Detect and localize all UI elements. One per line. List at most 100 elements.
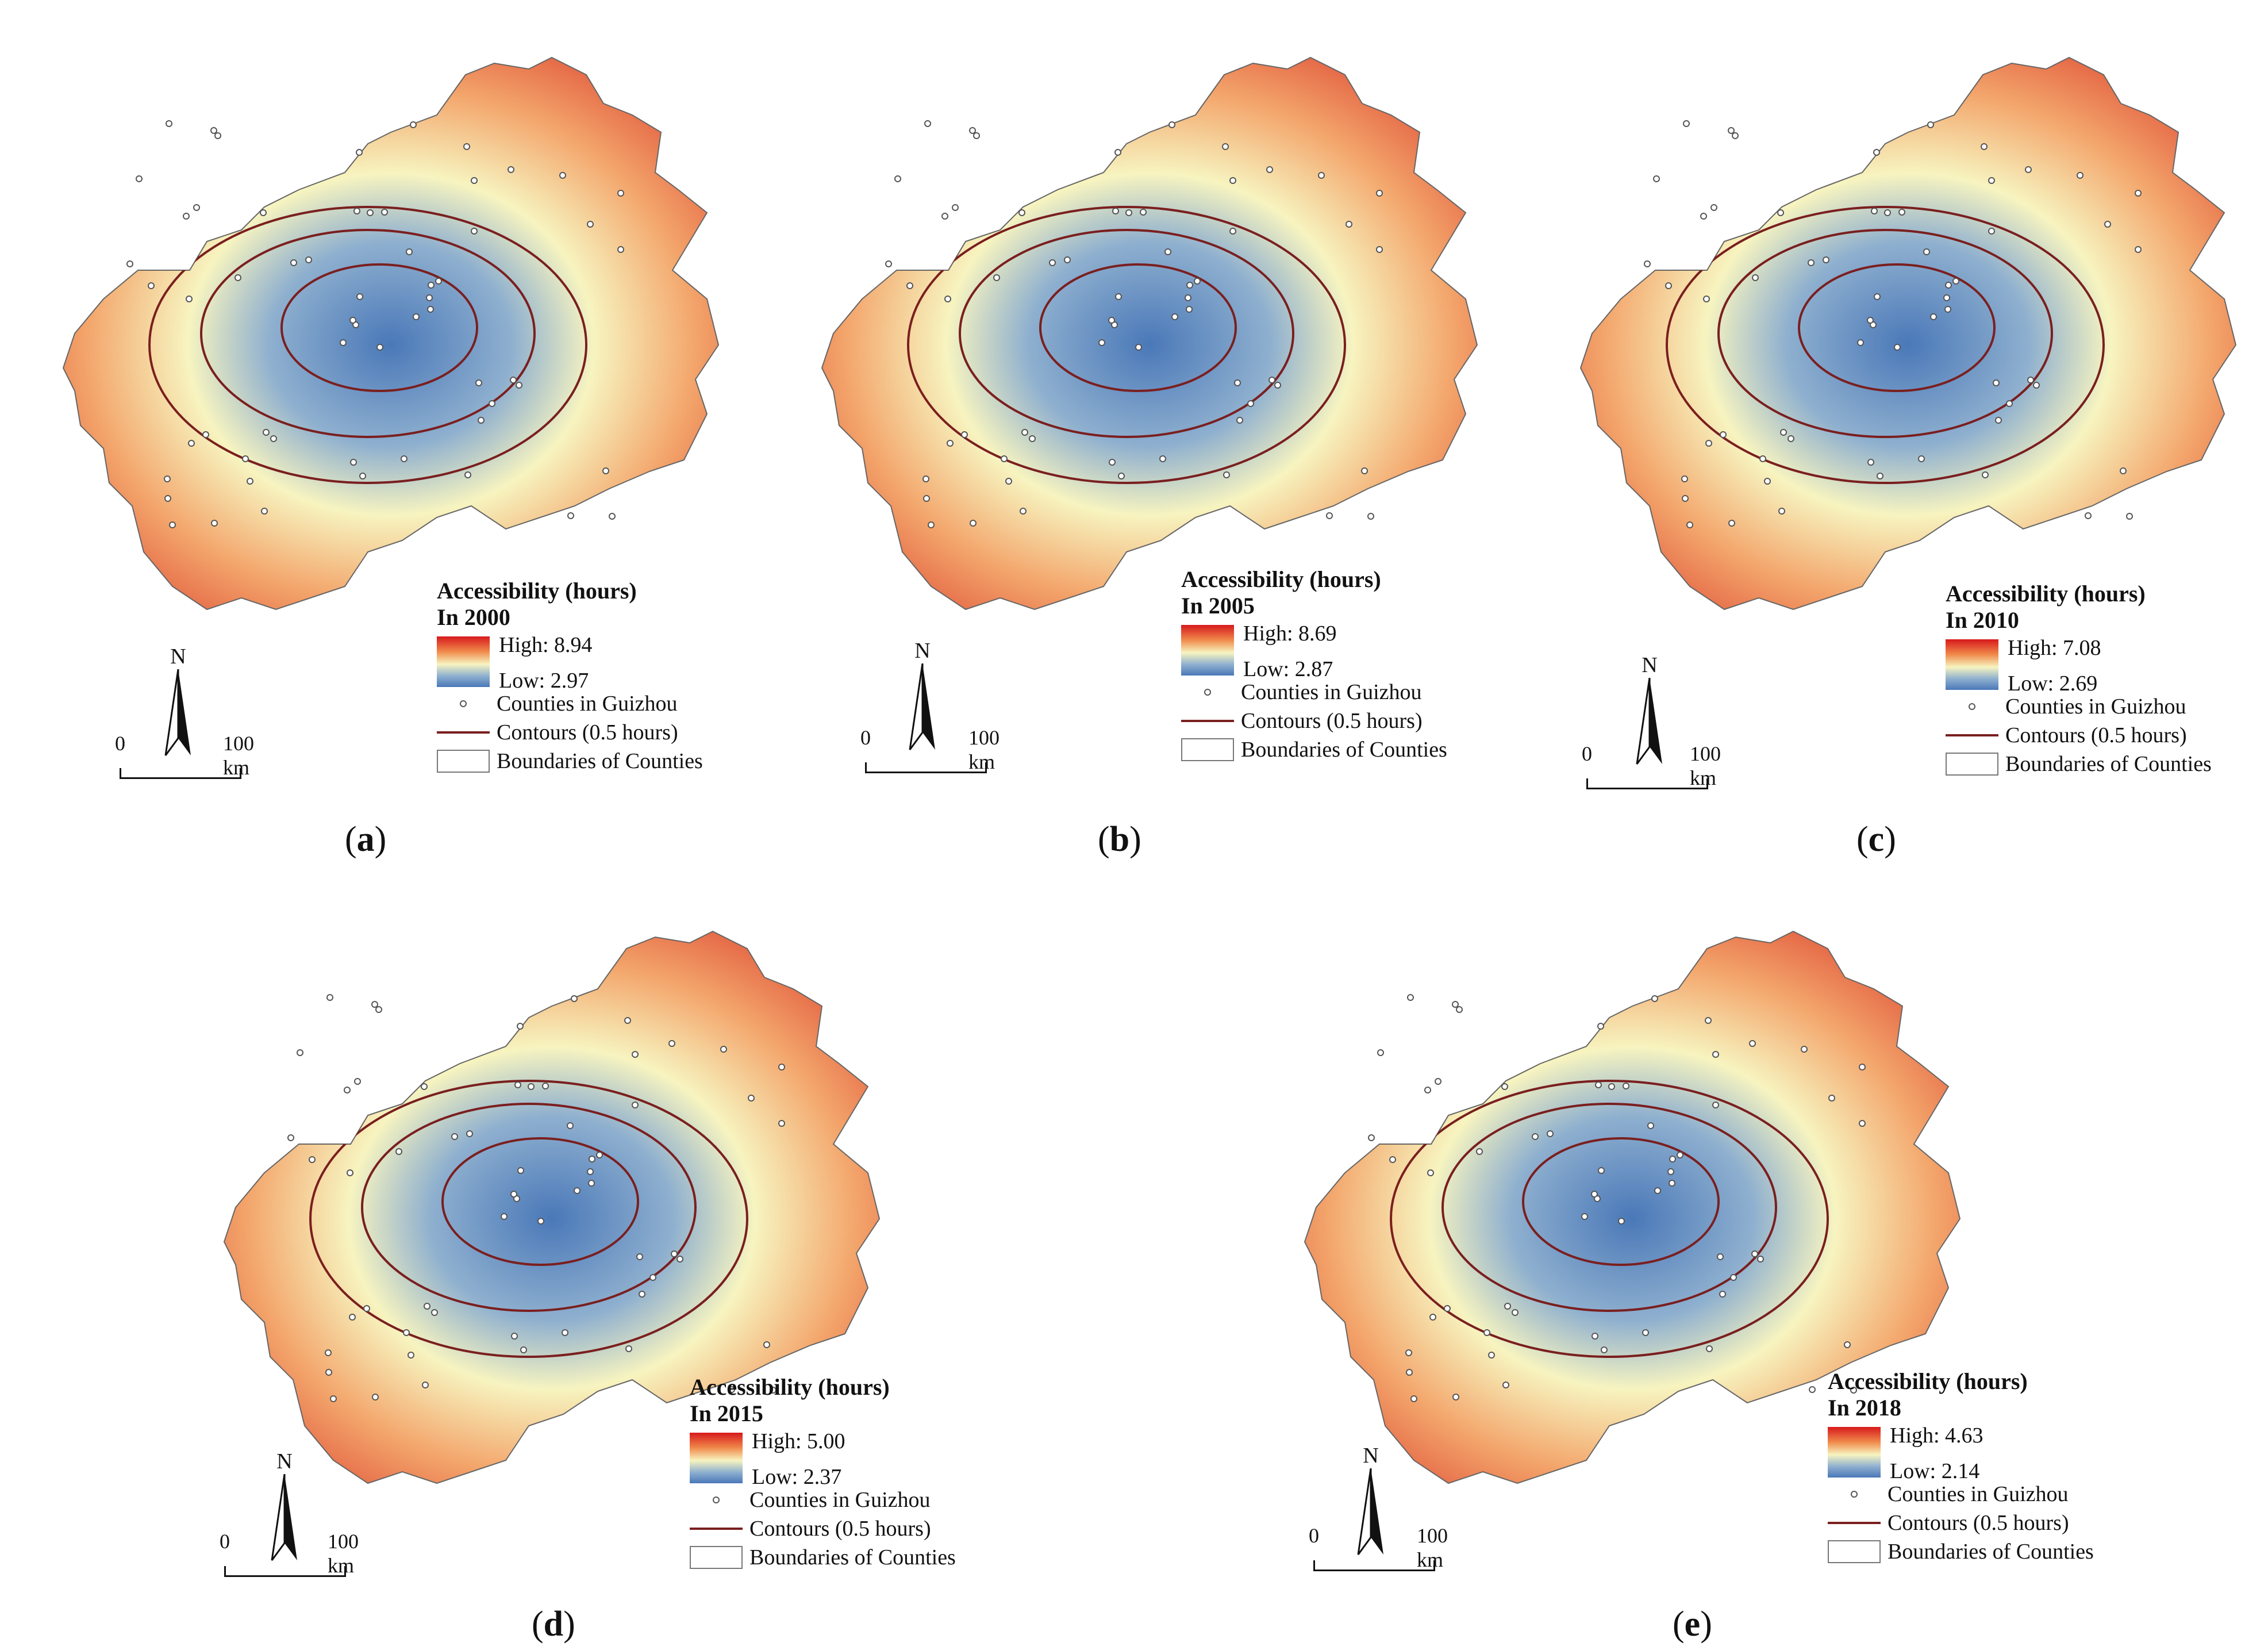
province-outline — [223, 930, 881, 1484]
county-point — [1501, 1083, 1508, 1090]
county-point — [1186, 282, 1193, 289]
county-point — [164, 475, 171, 482]
county-point — [403, 1329, 410, 1336]
panel-a: Accessibility (hours) In 2000 High: 8.94… — [0, 0, 747, 859]
panel-caption: (c) — [1856, 820, 1896, 859]
province-outline — [62, 56, 720, 611]
county-point — [2135, 190, 2142, 197]
legend-low: Low: 2.37 — [752, 1465, 842, 1489]
county-point — [559, 172, 566, 179]
county-point — [1706, 1345, 1713, 1352]
county-point — [1988, 177, 1995, 184]
county-point — [1483, 1329, 1490, 1336]
contour-line-icon — [437, 731, 490, 734]
scale-distance: 100 km — [968, 726, 1000, 773]
legend-boundaries: Boundaries of Counties — [1888, 1540, 2094, 1564]
legend-high: High: 8.94 — [499, 633, 593, 657]
county-point — [1318, 172, 1325, 179]
county-point — [1326, 512, 1333, 519]
county-point — [1424, 1087, 1431, 1093]
county-point — [1669, 1180, 1675, 1187]
legend-high: High: 5.00 — [752, 1429, 845, 1453]
county-point — [478, 417, 485, 424]
legend-low: Low: 2.97 — [499, 669, 589, 693]
county-point — [1108, 317, 1115, 324]
county-point — [2025, 166, 2032, 173]
province-outline — [821, 56, 1478, 611]
county-point — [668, 1040, 675, 1047]
county-point — [969, 127, 976, 134]
county-point — [376, 344, 383, 351]
county-point — [2077, 172, 2084, 179]
county-point — [1194, 278, 1201, 285]
county-point — [375, 1006, 382, 1013]
county-point — [164, 495, 171, 502]
accessibility-map — [1304, 930, 1961, 1484]
county-point — [516, 382, 522, 389]
county-point — [1749, 1040, 1756, 1047]
county-point — [193, 204, 200, 211]
legend-low: Low: 2.14 — [1890, 1459, 1980, 1483]
legend-year: In 2018 — [1828, 1395, 1901, 1421]
county-point — [1683, 120, 1690, 127]
county-point — [1140, 209, 1147, 216]
panel-caption: (d) — [532, 1605, 575, 1644]
county-point — [624, 1017, 631, 1024]
county-point — [906, 282, 913, 289]
county-point — [1705, 440, 1712, 447]
county-point — [169, 521, 176, 528]
color-ramp — [1828, 1427, 1881, 1478]
accessibility-map — [1579, 56, 2237, 611]
county-point — [1346, 221, 1352, 228]
county-point — [952, 204, 959, 211]
county-point — [422, 1382, 429, 1388]
legend-title: Accessibility (hours) — [690, 1374, 890, 1400]
county-point — [511, 1333, 518, 1340]
legend-title: Accessibility (hours) — [1946, 581, 2146, 607]
county-point — [2135, 246, 2142, 253]
legend-contours: Contours (0.5 hours) — [497, 720, 678, 745]
color-ramp — [437, 636, 490, 687]
county-point — [471, 228, 478, 235]
scale-zero: 0 — [1309, 1524, 1319, 1547]
county-point — [1669, 1156, 1676, 1162]
county-point — [211, 520, 218, 527]
county-point — [1098, 339, 1105, 346]
county-point — [970, 520, 977, 527]
county-point — [961, 431, 968, 438]
panel-d: Accessibility (hours) In 2015 High: 5.00… — [161, 874, 1023, 1650]
county-point — [202, 431, 209, 438]
contour-line-icon — [690, 1528, 743, 1530]
county-point — [587, 1168, 594, 1175]
panel-caption: (b) — [1098, 820, 1141, 859]
county-point — [993, 274, 1000, 281]
county-point — [2033, 382, 2040, 389]
county-point — [247, 478, 253, 485]
county-point — [1764, 478, 1771, 485]
county-point — [1988, 228, 1995, 235]
county-point — [1759, 455, 1766, 462]
county-point — [574, 1187, 581, 1194]
north-letter: N — [276, 1449, 293, 1474]
county-point — [1651, 995, 1658, 1002]
legend-contours: Contours (0.5 hours) — [1241, 709, 1423, 733]
legend: Accessibility (hours) In 2000 High: 8.94… — [437, 578, 703, 776]
color-ramp — [690, 1433, 743, 1483]
county-point — [885, 260, 892, 267]
county-point — [1407, 994, 1414, 1001]
legend-boundaries: Boundaries of Counties — [1241, 738, 1447, 762]
scale-distance: 100 km — [223, 732, 254, 779]
county-point — [1112, 208, 1119, 214]
county-point — [451, 1133, 458, 1140]
county-point — [297, 1049, 303, 1056]
scale-bar-line — [865, 762, 987, 773]
county-point — [356, 293, 363, 300]
county-point — [325, 1369, 332, 1376]
contour-line — [200, 229, 536, 438]
county-point — [1435, 1078, 1441, 1085]
county-point — [1720, 431, 1727, 438]
county-point — [649, 1274, 656, 1281]
county-point — [501, 1213, 508, 1220]
county-point — [617, 190, 624, 197]
county-point — [941, 213, 948, 220]
